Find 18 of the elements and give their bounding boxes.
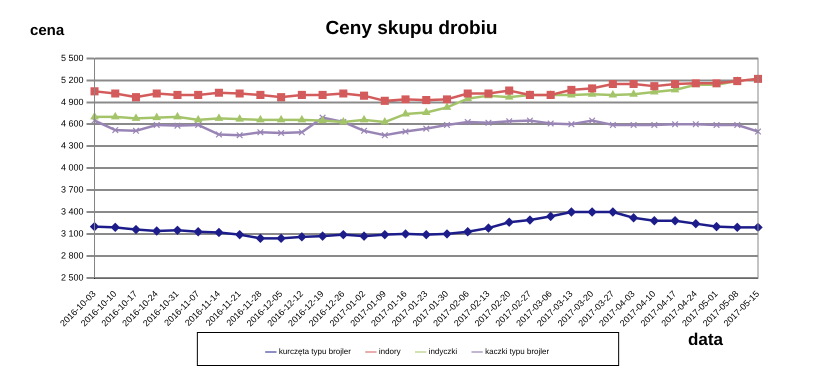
y-tick-label: 4 300 xyxy=(60,140,84,151)
chart-title: Ceny skupu drobiu xyxy=(325,18,498,39)
legend-label: indory xyxy=(378,347,401,356)
y-tick-label: 5 200 xyxy=(60,74,84,85)
y-tick-label: 4 000 xyxy=(60,162,84,173)
legend-label: indyczki xyxy=(428,347,458,356)
y-tick-label: 5 500 xyxy=(60,52,84,63)
x-axis-title: data xyxy=(688,330,723,350)
legend-label: kurczęta typu brojler xyxy=(278,347,352,356)
y-tick-label: 4 600 xyxy=(60,118,84,129)
y-tick-label: 2 500 xyxy=(60,272,84,282)
y-tick-label: 3 100 xyxy=(60,228,84,238)
y-tick-label: 4 900 xyxy=(60,96,84,107)
y-axis-title: cena xyxy=(30,22,64,39)
y-tick-label: 3 400 xyxy=(60,206,84,216)
legend-label: kaczki typu brojler xyxy=(485,347,550,356)
y-tick-label: 3 700 xyxy=(60,184,84,195)
y-tick-label: 2 800 xyxy=(60,250,84,260)
